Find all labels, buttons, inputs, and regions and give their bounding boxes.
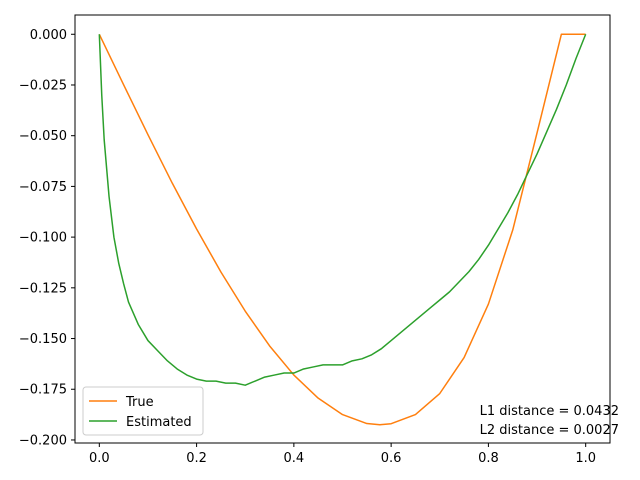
- y-tick-label: −0.025: [19, 78, 67, 93]
- y-tick-label: −0.150: [19, 332, 67, 347]
- ticks-layer: 0.0 0.2 0.4 0.6 0.8 1.0 0.000 −0.025 −0.050 −0.07…: [19, 28, 596, 466]
- x-tick-label: 0.6: [381, 451, 402, 466]
- plot-frame: [74, 14, 611, 444]
- y-tick-label: −0.200: [19, 433, 67, 448]
- legend-label-true: True: [125, 395, 154, 410]
- x-tick-label: 0.2: [186, 451, 207, 466]
- y-tick-label: −0.100: [19, 231, 67, 246]
- legend-box: [82, 386, 204, 436]
- series-line-estimated: [98, 33, 587, 386]
- y-tick-label: −0.075: [19, 180, 67, 195]
- series-line-true: [98, 33, 586, 426]
- x-tick-label: 0.0: [89, 451, 110, 466]
- annotation-l1-distance: L1 distance = 0.0432: [480, 404, 619, 419]
- y-tick-label: 0.000: [30, 28, 67, 43]
- annotation-l2-distance: L2 distance = 0.0027: [480, 423, 619, 438]
- y-tick-label: −0.050: [19, 129, 67, 144]
- legend: True Estimated: [82, 386, 204, 436]
- y-tick-label: −0.125: [19, 281, 67, 296]
- y-tick-label: −0.175: [19, 383, 67, 398]
- x-tick-label: 1.0: [575, 451, 596, 466]
- series-layer: [98, 33, 587, 426]
- legend-label-estimated: Estimated: [126, 415, 192, 430]
- x-tick-label: 0.8: [478, 451, 499, 466]
- x-tick-label: 0.4: [284, 451, 305, 466]
